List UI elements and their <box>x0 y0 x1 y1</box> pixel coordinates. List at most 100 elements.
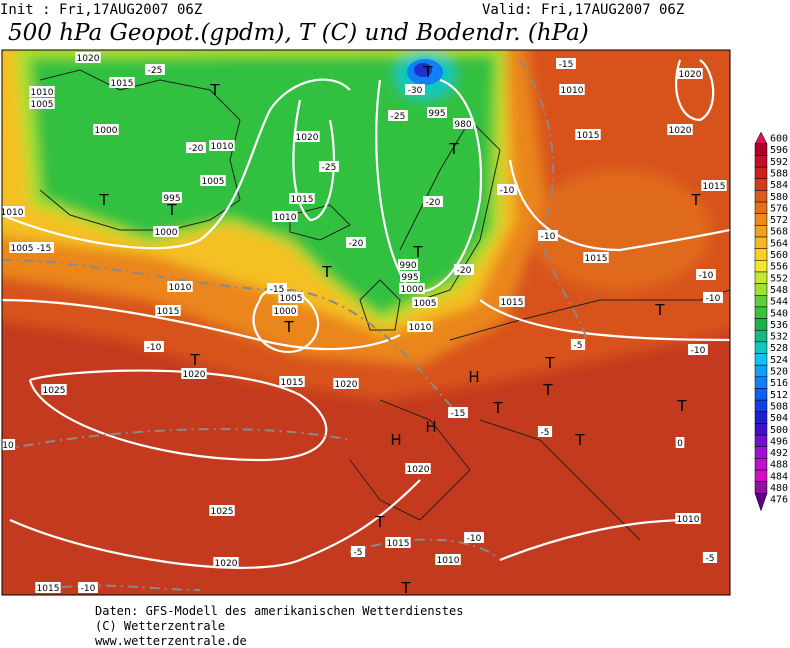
legend-label: 532 <box>770 332 788 343</box>
contour-label: 1020 <box>335 380 358 390</box>
contour-label: -10 <box>541 232 556 242</box>
contour-label: -15 <box>559 60 574 70</box>
legend-swatch <box>754 458 768 471</box>
legend-label: 500 <box>770 425 788 436</box>
pressure-center: T <box>189 351 200 369</box>
contour-label: -30 <box>408 86 423 96</box>
map-title: 500 hPa Geopot.(gpdm), T (C) und Bodendr… <box>8 20 589 46</box>
legend-swatch <box>754 213 768 226</box>
low-core <box>414 63 432 77</box>
label-box <box>405 84 425 95</box>
contour-label: 1015 <box>37 584 60 594</box>
pressure-center: T <box>283 318 294 336</box>
legend-label: 484 <box>770 471 788 482</box>
footer-line: (C) Wetterzentrale <box>95 619 225 633</box>
legend-label: 508 <box>770 401 788 412</box>
pressure-center: H <box>425 418 436 436</box>
contour-label: -10 <box>500 186 515 196</box>
label-box <box>181 368 207 379</box>
legend-swatch <box>754 469 768 482</box>
label-box <box>464 532 484 543</box>
legend-label: 548 <box>770 285 788 296</box>
legend-label: 596 <box>770 145 788 156</box>
contour-label: 1010 <box>561 86 584 96</box>
legend-swatch <box>754 481 768 494</box>
legend-label: 544 <box>770 297 788 308</box>
label-box <box>75 52 101 63</box>
pressure-center: H <box>390 431 401 449</box>
label-box <box>688 344 708 355</box>
label-box <box>41 384 67 395</box>
legend-swatch <box>754 248 768 261</box>
label-box <box>29 98 55 109</box>
contour-label: 0 <box>677 439 683 449</box>
legend-swatch <box>754 376 768 389</box>
legend-label: 476 <box>770 495 788 506</box>
contour-label: -15 <box>451 409 466 419</box>
legend-swatch <box>754 271 768 284</box>
contour-label: -20 <box>349 239 364 249</box>
label-box <box>412 297 438 308</box>
contour-label: 1015 <box>111 79 134 89</box>
pressure-center: T <box>374 513 385 531</box>
contour-label: 1020 <box>296 133 319 143</box>
legend-swatch <box>754 364 768 378</box>
valid-time: Valid: Fri,17AUG2007 06Z <box>482 2 684 18</box>
contour-label: 1005 <box>31 100 54 110</box>
pressure-center: H <box>468 368 479 386</box>
label-box <box>407 321 433 332</box>
legend-swatch <box>754 178 768 191</box>
contour-label: 995 <box>163 194 180 204</box>
legend-swatch <box>754 155 768 168</box>
contour-label: 1005 <box>280 294 303 304</box>
legend-label: 540 <box>770 308 788 319</box>
contour-label: -25 <box>391 112 406 122</box>
contour-label: 980 <box>454 120 471 130</box>
contour-label: 1015 <box>291 195 314 205</box>
label-box <box>29 86 55 97</box>
legend-label: 552 <box>770 273 788 284</box>
map-frame <box>1 49 731 596</box>
pressure-center: T <box>400 579 411 597</box>
contour-label: 1020 <box>407 465 430 475</box>
pressure-center: T <box>166 201 177 219</box>
label-box <box>400 271 420 282</box>
legend-label: 564 <box>770 238 788 249</box>
contour-label: 1015 <box>703 182 726 192</box>
legend-swatch <box>754 329 768 343</box>
contour-label: 1020 <box>669 126 692 136</box>
label-box <box>388 110 408 121</box>
legend-label: 600 <box>770 134 788 145</box>
label-box <box>279 376 305 387</box>
legend-swatch <box>754 283 768 296</box>
label-box <box>702 552 718 563</box>
legend-swatch <box>754 295 768 308</box>
label-box <box>109 77 135 88</box>
contour-label: 10 <box>2 441 14 451</box>
label-box <box>570 339 586 350</box>
label-box <box>2 206 25 217</box>
contour-label: 1010 <box>1 208 24 218</box>
label-box <box>153 226 179 237</box>
label-box <box>399 283 425 294</box>
pressure-center: T <box>412 243 423 261</box>
label-box <box>538 230 558 241</box>
legend-label: 520 <box>770 367 788 378</box>
contour-label: 1005 <box>202 177 225 187</box>
label-box <box>144 341 164 352</box>
label-box <box>675 437 685 448</box>
contour-label: 1010 <box>169 283 192 293</box>
label-box <box>186 142 206 153</box>
contour-label: 995 <box>428 109 445 119</box>
contour-label: -5 <box>706 554 715 564</box>
pressure-center: T <box>574 431 585 449</box>
pressure-center: T <box>422 63 433 81</box>
contour-label: 995 <box>401 273 418 283</box>
legend-swatch <box>754 399 768 413</box>
legend-label: 592 <box>770 157 788 168</box>
contour-label: 1000 <box>95 126 118 136</box>
label-box <box>145 64 165 75</box>
legend-swatch <box>754 143 768 156</box>
contour-label: 1020 <box>77 54 100 64</box>
